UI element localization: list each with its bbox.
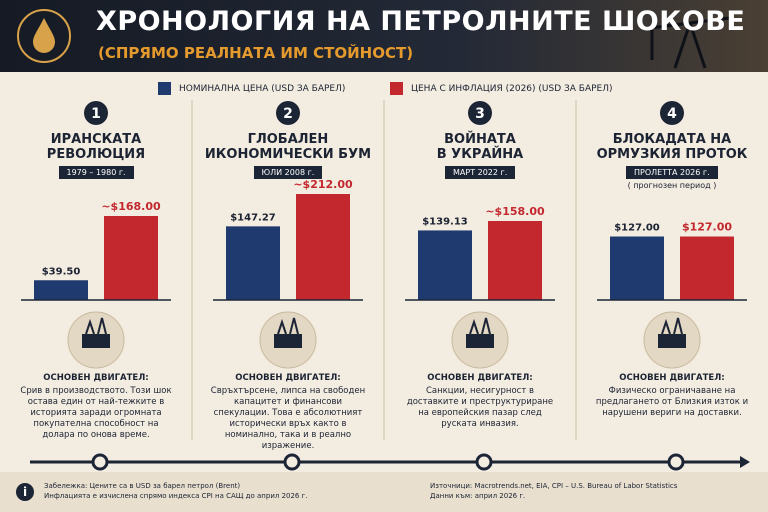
driver-text: Физическо ограничаване на предлагането о… bbox=[595, 386, 749, 418]
bar bbox=[488, 221, 542, 300]
number-badge bbox=[660, 101, 684, 125]
pumpjack bbox=[649, 16, 731, 69]
panel-title: ВОЙНАТА bbox=[444, 132, 516, 147]
oil-drop bbox=[33, 18, 55, 53]
panel-title: ИРАНСКАТА bbox=[50, 132, 142, 147]
panel-number: 2 bbox=[283, 106, 293, 122]
footer-band bbox=[0, 472, 768, 512]
timeline-arrow bbox=[740, 456, 750, 468]
subtitle: (СПРЯМО РЕАЛНАТА ИМ СТОЙНОСТ) bbox=[98, 44, 414, 62]
legend-item: НОМИНАЛНА ЦЕНА (USD ЗА БАРЕЛ) bbox=[158, 82, 345, 95]
panel-number: 4 bbox=[667, 106, 677, 122]
info-icon bbox=[16, 483, 34, 501]
legend-label: ЦЕНА С ИНФЛАЦИЯ (2026) (USD ЗА БАРЕЛ) bbox=[411, 83, 613, 94]
header bbox=[0, 0, 768, 72]
panel-number: 1 bbox=[91, 106, 101, 122]
panel-title: БЛОКАДАТА НА bbox=[612, 132, 732, 147]
timeline-node bbox=[91, 453, 109, 471]
driver-text: Срив в производството. Този шок остава е… bbox=[20, 386, 172, 440]
driver-text: Санкции, несигурност в доставките и прес… bbox=[406, 386, 554, 429]
footer-text: Източници: Macrotrends.net, EIA, CPI – U… bbox=[430, 482, 678, 490]
panel-date: 1979 – 1980 г. bbox=[58, 166, 134, 179]
panel-number: 3 bbox=[475, 106, 485, 122]
timeline-node bbox=[283, 453, 301, 471]
number-badge bbox=[84, 101, 108, 125]
icon-glyph bbox=[277, 317, 299, 335]
number-badge bbox=[276, 101, 300, 125]
bar bbox=[34, 280, 88, 300]
legend-swatch bbox=[390, 82, 403, 95]
value-label: $147.27 bbox=[230, 212, 276, 223]
value-label: ~$168.00 bbox=[101, 200, 161, 213]
footer-text: Забележка: Цените са в USD за барел петр… bbox=[44, 482, 241, 490]
logo-ring bbox=[17, 9, 71, 63]
timeline-node bbox=[475, 453, 493, 471]
timeline-node bbox=[667, 453, 685, 471]
driver-text: Свръхтърсене, липса на свободен капаците… bbox=[210, 386, 366, 451]
icon-glyph bbox=[661, 317, 683, 335]
icon-glyph bbox=[82, 334, 110, 348]
value-label: $127.00 bbox=[614, 223, 660, 234]
number-badge bbox=[468, 101, 492, 125]
panel-date: МАРТ 2022 г. bbox=[445, 166, 516, 179]
panel-date: ЮЛИ 2008 г. bbox=[253, 166, 323, 179]
icon-glyph bbox=[85, 317, 107, 335]
panel-title: В УКРАЙНА bbox=[436, 147, 524, 162]
driver-label: ОСНОВЕН ДВИГАТЕЛ: bbox=[619, 373, 725, 383]
bar bbox=[226, 226, 280, 300]
panel-title: ОРМУЗКИЯ ПРОТОК bbox=[596, 147, 748, 162]
info-glyph: i bbox=[23, 485, 27, 499]
driver-label: ОСНОВЕН ДВИГАТЕЛ: bbox=[427, 373, 533, 383]
legend-item: ЦЕНА С ИНФЛАЦИЯ (2026) (USD ЗА БАРЕЛ) bbox=[390, 82, 613, 95]
legend-label: НОМИНАЛНА ЦЕНА (USD ЗА БАРЕЛ) bbox=[179, 83, 346, 94]
icon-glyph bbox=[469, 317, 491, 335]
value-label: $139.13 bbox=[422, 216, 468, 227]
legend-swatch bbox=[158, 82, 171, 95]
driver-label: ОСНОВЕН ДВИГАТЕЛ: bbox=[43, 373, 149, 383]
panel-note: ( прогнозен период ) bbox=[627, 181, 717, 190]
bar bbox=[680, 236, 734, 300]
bar bbox=[418, 230, 472, 300]
driver-label: ОСНОВЕН ДВИГАТЕЛ: bbox=[235, 373, 341, 383]
icon-glyph bbox=[274, 334, 302, 348]
footer-text: Инфлацията е изчислена спрямо индекса CP… bbox=[44, 492, 308, 500]
bar bbox=[610, 236, 664, 300]
panel-title: ИКОНОМИЧЕСКИ БУМ bbox=[204, 147, 372, 162]
icon-glyph bbox=[658, 334, 686, 348]
title: ХРОНОЛОГИЯ НА ПЕТРОЛНИТЕ ШОКОВЕ bbox=[96, 6, 746, 37]
panel-title: ГЛОБАЛЕН bbox=[247, 132, 329, 147]
value-label: $39.50 bbox=[42, 266, 81, 277]
bar bbox=[104, 216, 158, 300]
value-label: ~$158.00 bbox=[485, 205, 545, 218]
bar bbox=[296, 194, 350, 300]
icon-glyph bbox=[466, 334, 494, 348]
value-label: $127.00 bbox=[682, 221, 732, 234]
footer-text: Данни към: април 2026 г. bbox=[430, 492, 526, 500]
value-label: ~$212.00 bbox=[293, 178, 353, 191]
panel-title: РЕВОЛЮЦИЯ bbox=[46, 147, 146, 162]
panel-date: ПРОЛЕТТА 2026 г. bbox=[626, 166, 718, 179]
